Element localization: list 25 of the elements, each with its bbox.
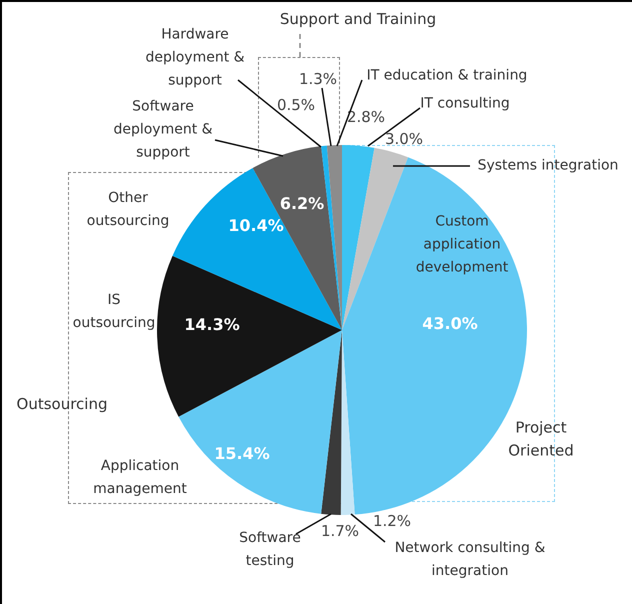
data-label: 3.0% [384,130,424,148]
data-label: 10.4% [228,216,284,236]
data-label: 2.8% [346,108,386,126]
slice-label: Systems integration [478,158,618,174]
data-label: 1.3% [298,70,338,88]
text: Outsourcing [16,394,108,413]
slice-label: Hardware deployment & support [145,26,245,89]
data-label: 6.2% [280,194,324,214]
slice-label: Application management [93,458,188,498]
data-label: 1.2% [372,512,412,530]
data-label: 1.7% [320,522,360,540]
data-label: 14.3% [184,315,240,334]
slice-label: Other outsourcing [86,190,170,230]
slice-label: Network consulting & integration [394,540,546,580]
text: Project Oriented [508,418,574,460]
data-label: 0.5% [276,96,316,114]
slice-label: IS outsourcing [72,292,156,332]
slice-label: Software testing [239,530,301,570]
slice-label: Software deployment & support [113,98,213,161]
text: Support and Training [280,10,436,28]
data-label: 43.0% [422,314,478,334]
slice-label: IT education & training [366,68,528,84]
slice-label: Custom application development [416,214,509,276]
data-label: 15.4% [214,444,270,464]
slice-label: IT consulting [420,96,510,112]
